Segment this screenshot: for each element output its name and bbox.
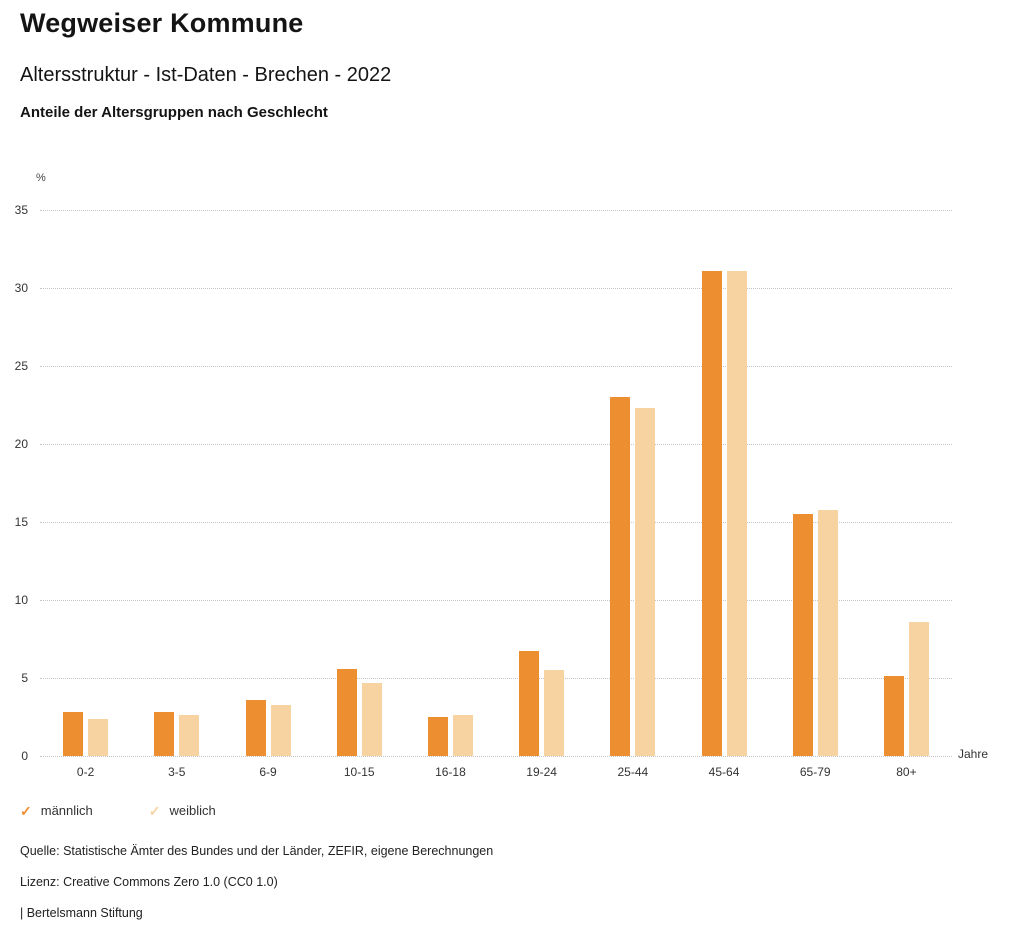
bar-group-3-5 [131,210,222,756]
bar-männlich-6-9[interactable] [245,699,266,756]
x-axis-tick-label: 16-18 [435,765,466,779]
y-axis-tick-label: 35 [14,203,28,217]
bar-group-45-64 [678,210,769,756]
x-axis-tick-label: 45-64 [708,765,740,779]
x-axis-tick-label: 3-5 [168,765,186,779]
x-axis-tick-label: 0-2 [76,765,95,779]
bar-group-80+ [861,210,952,756]
y-axis-tick-label: 25 [14,359,28,373]
bar-weiblich-19-24[interactable] [544,670,565,756]
bar-group-65-79 [770,210,861,756]
chart-subtitle: Altersstruktur - Ist-Daten - Brechen - 2… [20,64,392,86]
license-note: Lizenz: Creative Commons Zero 1.0 (CC0 1… [20,875,278,889]
bar-männlich-65-79[interactable] [792,514,813,756]
y-axis-tick-label: 20 [14,437,28,451]
bar-group-16-18 [405,210,496,756]
bar-männlich-3-5[interactable] [154,712,175,756]
bar-männlich-10-15[interactable] [336,668,357,756]
chart-heading: Anteile der Altersgruppen nach Geschlech… [20,104,328,121]
bar-weiblich-45-64[interactable] [726,270,747,756]
gridline [40,756,952,757]
bar-weiblich-0-2[interactable] [88,718,109,756]
bar-weiblich-16-18[interactable] [452,715,473,756]
bar-männlich-45-64[interactable] [701,270,722,756]
gridline [40,288,952,289]
y-axis-tick-label: 0 [21,749,28,763]
bar-männlich-19-24[interactable] [519,651,540,756]
check-icon: ✓ [148,802,161,819]
legend: ✓ männlich ✓ weiblich [20,803,216,818]
bar-weiblich-6-9[interactable] [270,704,291,756]
y-axis-tick-label: 5 [21,671,28,685]
y-axis-tick-label: 10 [14,593,28,607]
y-axis-tick-label: 15 [14,515,28,529]
legend-label: männlich [40,803,93,818]
bar-group-19-24 [496,210,587,756]
bar-group-25-44 [587,210,678,756]
bar-männlich-16-18[interactable] [427,717,448,756]
gridline [40,522,952,523]
gridline [40,678,952,679]
legend-item-männlich[interactable]: ✓ männlich [20,803,93,818]
bar-group-6-9 [222,210,313,756]
bar-weiblich-3-5[interactable] [179,715,200,756]
attribution: | Bertelsmann Stiftung [20,906,143,920]
y-axis-unit-label: % [36,172,46,184]
gridline [40,600,952,601]
x-axis-tick-label: 80+ [896,765,917,779]
gridline [40,366,952,367]
bar-group-0-2 [40,210,131,756]
page-title: Wegweiser Kommune [20,8,304,38]
y-axis-tick-label: 30 [14,281,28,295]
x-axis-tick-label: 65-79 [799,765,831,779]
bar-männlich-25-44[interactable] [610,397,631,756]
x-axis-tick-label: 10-15 [343,765,375,779]
bar-männlich-0-2[interactable] [63,712,84,756]
bar-weiblich-25-44[interactable] [635,408,656,756]
check-icon: ✓ [20,802,32,819]
legend-label: weiblich [169,803,216,818]
bar-group-10-15 [314,210,405,756]
gridline [40,444,952,445]
bar-weiblich-65-79[interactable] [817,509,838,756]
bar-weiblich-10-15[interactable] [361,682,382,756]
x-axis-tick-label: 25-44 [617,765,649,779]
x-axis-tick-label: 6-9 [259,765,277,779]
x-axis-tick-labels: 0-2 3-5 6-9 10-15 16-18 19-24 25-44 45-64 65-79 8… [40,756,952,779]
gridline [40,210,952,211]
bar-weiblich-80+[interactable] [908,621,929,756]
bar-series-area [40,210,952,756]
plot-area: 0 5 10 15 20 25 30 35 0-2 3-5 6-9 10-15 16-18 19-24 25… [15,203,952,779]
source-note: Quelle: Statistische Ämter des Bundes un… [20,844,494,858]
x-axis-tick-label: 19-24 [526,765,557,779]
x-axis-unit-label: Jahre [958,747,989,761]
bar-männlich-80+[interactable] [883,676,904,756]
legend-item-weiblich[interactable]: ✓ weiblich [149,803,216,818]
